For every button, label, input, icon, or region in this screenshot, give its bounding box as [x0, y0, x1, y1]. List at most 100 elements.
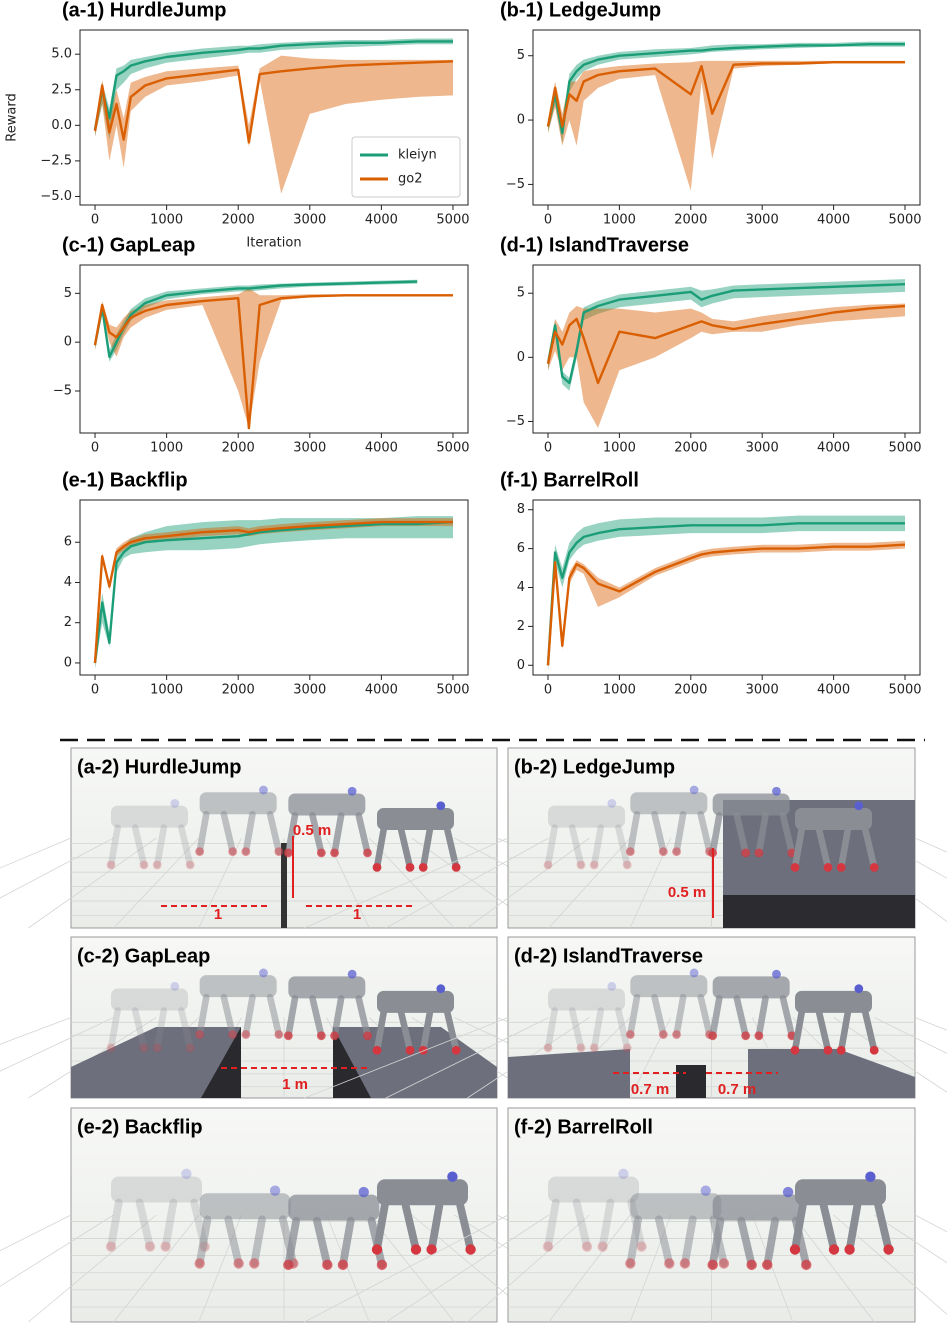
y-tick-label: 0: [517, 350, 525, 365]
floor-grid: [0, 1214, 72, 1252]
robot-foot: [371, 1244, 383, 1255]
x-tick-label: 0: [544, 213, 552, 228]
robot-leg: [737, 1216, 756, 1269]
robot-body: [712, 793, 790, 816]
axes-frame: [532, 264, 921, 434]
robot-leg: [708, 1216, 725, 1269]
confidence-band: [95, 55, 453, 194]
floor-grid: [0, 837, 72, 869]
floor-grid: [113, 1214, 200, 1323]
robot-leg: [284, 1216, 301, 1269]
x-tick-label: 0: [544, 441, 552, 456]
robot-foot: [658, 847, 668, 857]
y-tick-label: 2: [517, 619, 525, 634]
robot-leg: [107, 824, 121, 869]
legend-label: go2: [398, 172, 422, 187]
robot-leg: [161, 1198, 178, 1251]
robot-leg: [331, 995, 345, 1040]
robot-sensor: [854, 801, 864, 811]
floor-grid: [874, 1214, 947, 1264]
robot-leg: [837, 826, 852, 871]
panel-title: (b-2) LedgeJump: [514, 756, 675, 778]
axes-frame: [79, 499, 469, 676]
robot-foot: [622, 860, 632, 870]
confidence-band: [548, 60, 905, 191]
robot-leg: [196, 993, 210, 1038]
robot-leg: [313, 1216, 332, 1269]
robot-foot: [790, 862, 800, 872]
robot-foot: [376, 1259, 388, 1271]
robot-leg: [572, 1198, 591, 1251]
x-tick-label: 2000: [674, 441, 707, 456]
series-group: [93, 516, 454, 669]
robot-foot: [844, 1244, 855, 1255]
robot-foot: [194, 1258, 205, 1269]
y-tick-label: −5: [506, 414, 525, 429]
series-line: [546, 543, 906, 666]
robot-foot: [823, 862, 833, 872]
robot-body: [111, 988, 188, 1011]
robot-leg: [339, 1216, 355, 1269]
robot-foot: [622, 1043, 632, 1053]
hurdle: [281, 843, 287, 928]
x-tick-label: 3000: [746, 441, 779, 456]
robot-leg: [544, 1007, 558, 1052]
robot-leg: [456, 1201, 475, 1254]
snapshot-panel: (b-2) LedgeJump 0.5 m: [304, 747, 947, 929]
robot-foot: [589, 860, 599, 870]
x-tick-label: 4000: [817, 683, 850, 698]
robot-leg: [195, 1215, 212, 1268]
robot-foot: [625, 1030, 635, 1039]
floor-grid: [385, 837, 549, 929]
robot-foot: [543, 1043, 553, 1053]
x-tick-label: 1000: [150, 441, 183, 456]
robot-body: [712, 976, 790, 999]
confidence-band: [548, 515, 905, 672]
robot-sensor: [782, 1186, 794, 1198]
robot-foot: [405, 1045, 415, 1055]
series-line: [546, 522, 905, 666]
robot-sensor: [259, 785, 268, 795]
robot-leg: [779, 995, 796, 1040]
robot-leg: [845, 1201, 862, 1254]
robot-foot: [543, 860, 553, 870]
robot-sensor: [607, 799, 617, 808]
robot-foot: [664, 1258, 675, 1269]
x-tick-label: 5000: [436, 683, 469, 698]
x-tick-label: 4000: [365, 441, 398, 456]
y-tick-label: 2: [64, 615, 72, 630]
floor-grid: [792, 1214, 875, 1323]
x-tick-label: 4000: [365, 683, 398, 698]
x-tick-label: 0: [544, 683, 552, 698]
robot-foot: [105, 1241, 117, 1252]
robot-leg: [815, 1009, 832, 1054]
floor-grid: [914, 837, 947, 853]
robot-leg: [791, 826, 805, 871]
robot-leg: [673, 810, 687, 855]
x-tick-label: 2000: [674, 213, 707, 228]
robot-foot: [337, 1259, 349, 1271]
robot-foot: [152, 1043, 162, 1053]
robot-foot: [741, 848, 751, 858]
chart-title: (c-1) GapLeap: [62, 234, 195, 256]
series-line: [546, 304, 906, 385]
robot-foot: [581, 1241, 593, 1252]
y-tick-label: 5: [517, 48, 525, 63]
robot-leg: [266, 993, 283, 1038]
y-tick-label: 5: [64, 286, 72, 301]
floor-grid: [304, 837, 509, 929]
robot-body: [377, 807, 454, 830]
robot-foot: [249, 1258, 260, 1269]
robot-leg: [419, 1009, 434, 1054]
robot-leg: [397, 1009, 414, 1054]
robot-body: [288, 793, 366, 816]
robot-foot: [322, 1259, 333, 1271]
series-line: [546, 43, 905, 135]
robot-leg: [153, 824, 168, 869]
dimension-label: 0.5 m: [668, 884, 706, 901]
robot-leg: [627, 810, 641, 855]
floor-grid: [467, 1214, 590, 1323]
robot-sensor: [259, 968, 268, 978]
